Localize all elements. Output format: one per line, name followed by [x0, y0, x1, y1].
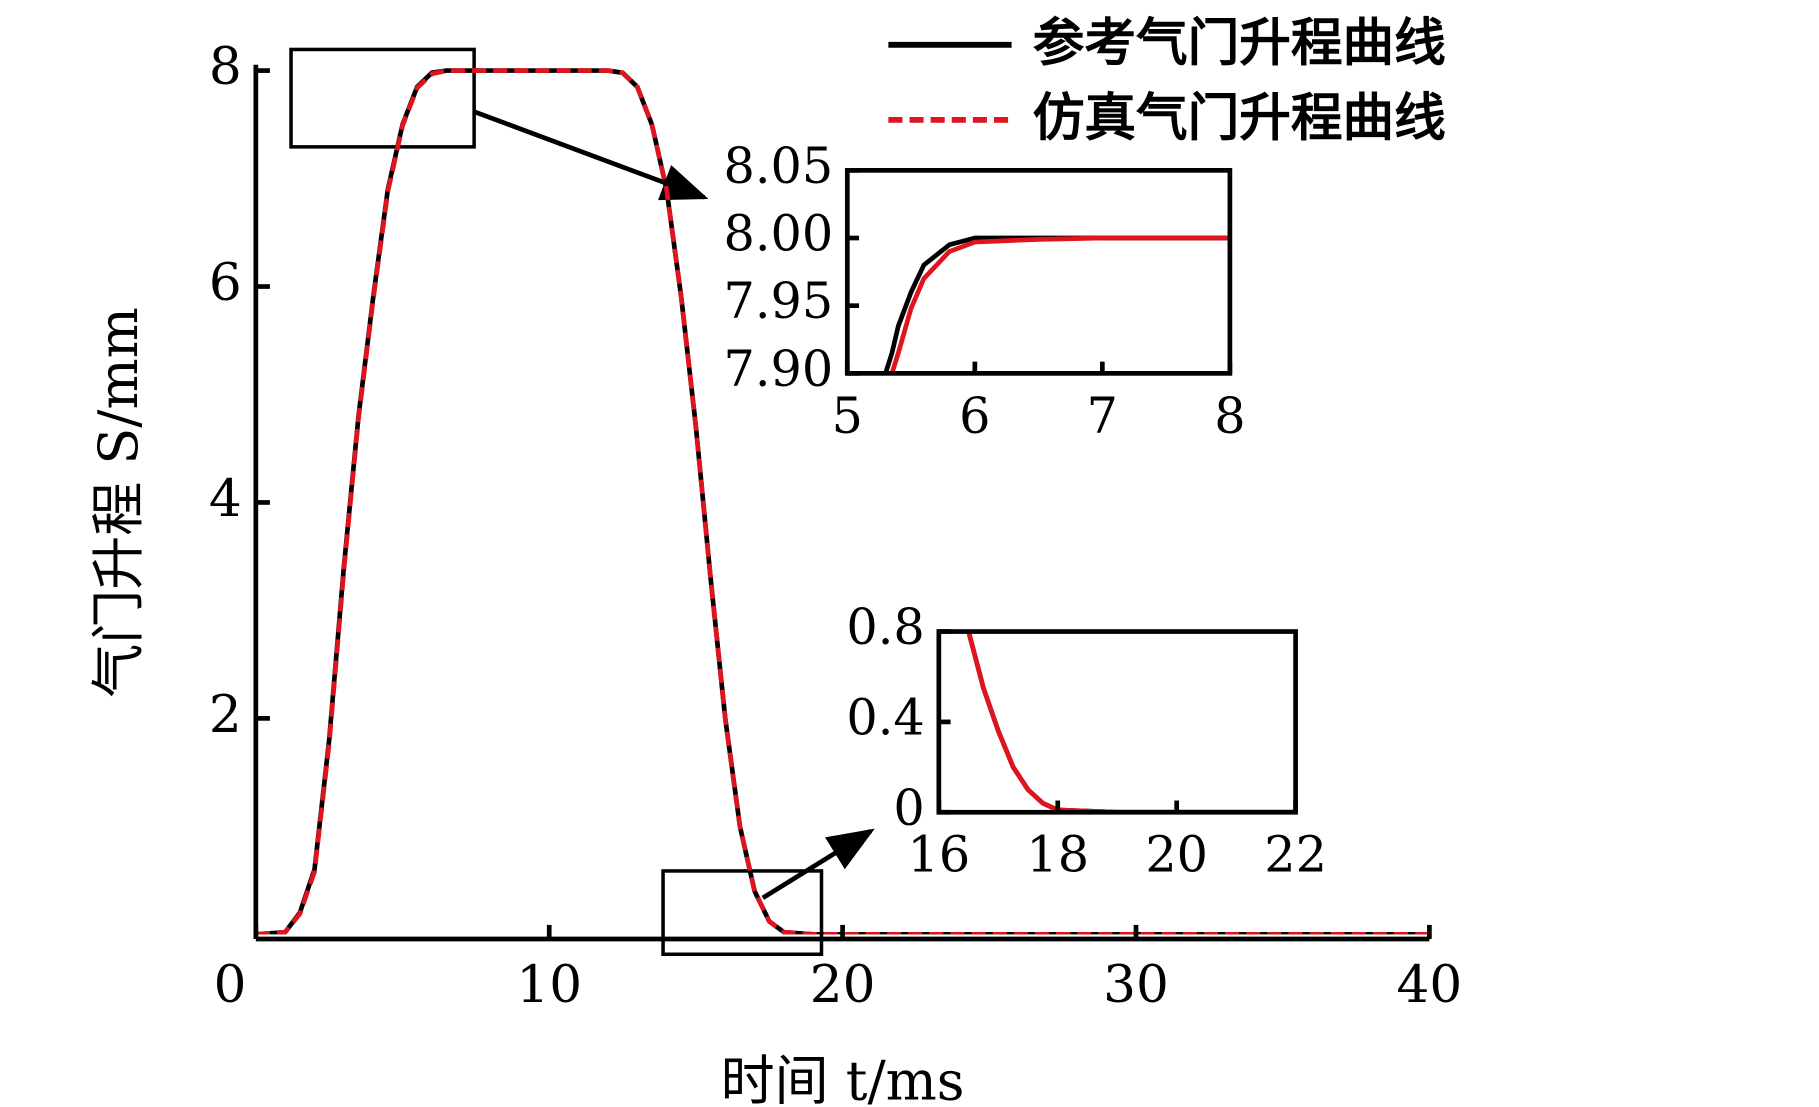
- y-tick-label: 0.8: [846, 598, 924, 656]
- frame: [936, 629, 1298, 815]
- y-tick-label: 0: [893, 779, 924, 837]
- legend-label: 参考气门升程曲线: [1033, 14, 1446, 74]
- zoom-box: [289, 47, 476, 149]
- x-axis-label: 时间 t/ms: [721, 1050, 965, 1107]
- series-line: [966, 631, 1296, 813]
- x-tick-label: 0: [214, 955, 247, 1015]
- y-tick-label: 8.00: [724, 205, 834, 263]
- plot-area: [883, 235, 1230, 374]
- series-line: [889, 235, 1230, 374]
- x-tick-label: 5: [832, 387, 863, 445]
- series-line: [883, 235, 1230, 374]
- series-line: [255, 68, 1430, 935]
- plot-area: [255, 68, 1430, 935]
- y-tick-label: 7.90: [724, 340, 834, 398]
- x-tick-label: 20: [810, 955, 876, 1015]
- series-line: [966, 631, 1296, 813]
- frame: [844, 167, 1233, 376]
- y-tick-label: 8.05: [724, 137, 834, 195]
- series-line: [255, 68, 1430, 935]
- x-tick-label: 10: [516, 955, 582, 1015]
- y-tick-label: 4: [209, 469, 242, 529]
- y-tick-label: 0.4: [846, 688, 924, 746]
- y-axis-label: 气门升程 S/mm: [87, 307, 150, 698]
- x-tick-label: 6: [959, 387, 990, 445]
- plot-area: [966, 631, 1296, 813]
- zoom-arrow: [473, 109, 709, 201]
- x-tick-label: 16: [907, 826, 970, 884]
- y-tick-label: 6: [209, 253, 242, 313]
- x-tick-label: 18: [1026, 826, 1089, 884]
- zoom-box: [661, 869, 824, 957]
- x-tick-label: 40: [1397, 955, 1463, 1015]
- zoom-arrow: [761, 828, 875, 900]
- x-tick-label: 30: [1103, 955, 1169, 1015]
- y-tick-label: 2: [209, 685, 242, 745]
- x-tick-label: 8: [1214, 387, 1245, 445]
- x-tick-label: 20: [1145, 826, 1208, 884]
- x-tick-label: 22: [1264, 826, 1327, 884]
- y-tick-label: 7.95: [724, 272, 834, 330]
- y-tick-label: 8: [209, 37, 242, 97]
- x-tick-label: 7: [1087, 387, 1118, 445]
- legend-label: 仿真气门升程曲线: [1033, 89, 1446, 149]
